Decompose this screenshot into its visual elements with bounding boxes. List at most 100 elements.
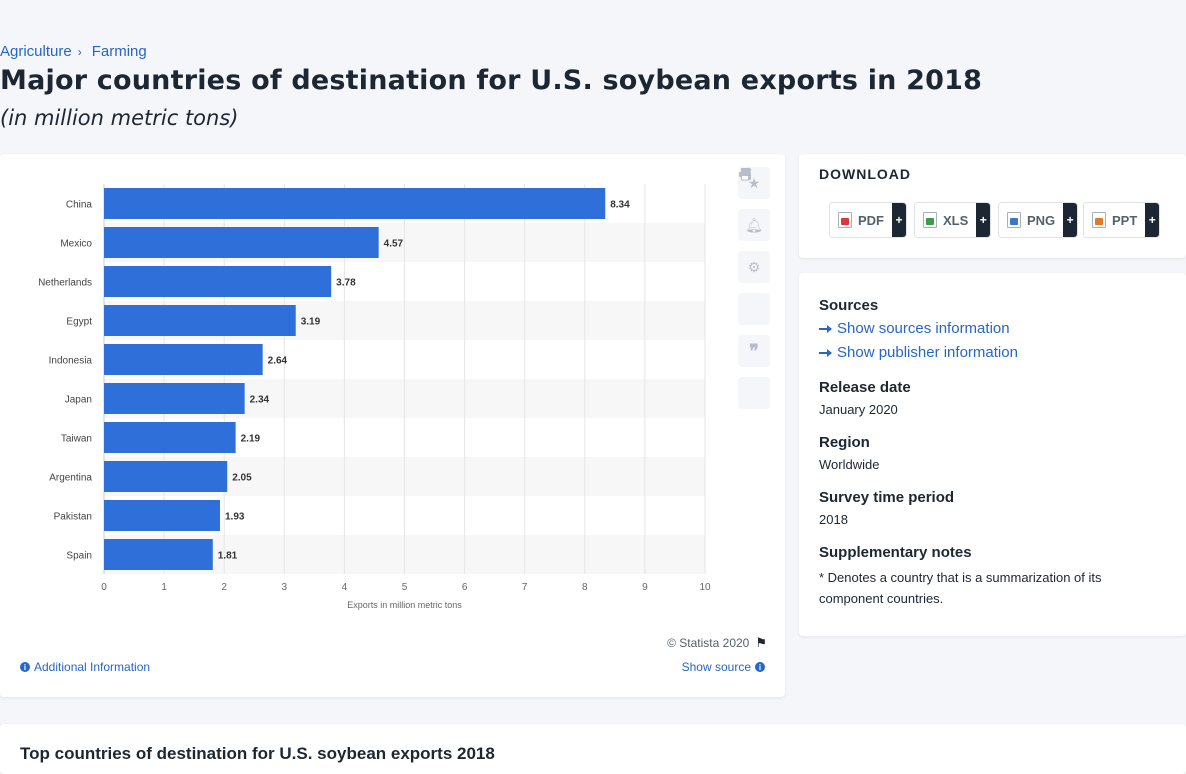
data-label: 1.93 [225,512,245,523]
info-icon: i [20,662,30,672]
region-value: Worldwide [819,457,880,472]
bar [104,344,263,375]
additional-information-label: Additional Information [34,660,151,674]
quote-icon: ❞ [749,340,759,361]
bar [104,500,220,531]
data-label: 2.64 [268,356,288,367]
x-tick-label: 8 [582,582,588,593]
page-subtitle: (in million metric tons) [0,106,239,130]
show-publisher-label: Show publisher information [837,344,1018,361]
download-png-button[interactable]: PNG + [998,202,1079,238]
plus-icon: + [1063,203,1078,237]
x-tick-label: 10 [699,582,711,593]
x-tick-label: 9 [642,582,648,593]
supplementary-notes-value: * Denotes a country that is a summarizat… [819,570,1102,606]
y-tick-label: China [66,200,93,211]
flag-icon[interactable]: ⚑ [755,635,767,650]
y-tick-label: Mexico [60,239,92,250]
arrow-right-icon [819,324,832,333]
chart-card: 0 1 2 3 4 5 6 7 8 9 10 China 8.34 Mexico 4.57 Netherlan… [0,154,785,697]
y-tick-label: Spain [66,551,92,562]
release-date-title: Release date [819,379,911,396]
show-source-link[interactable]: Show source i [682,660,765,674]
show-sources-label: Show sources information [837,320,1010,337]
y-tick-label: Egypt [66,317,92,328]
related-statistic-title[interactable]: Top countries of destination for U.S. so… [20,744,495,763]
y-tick-label: Taiwan [61,434,92,445]
copyright: © Statista 2020 ⚑ [667,635,767,651]
region-title: Region [819,434,870,451]
download-pdf-label: PDF [858,212,884,228]
breadcrumb-farming[interactable]: Farming [91,43,147,60]
x-tick-label: 4 [342,582,348,593]
data-label: 2.19 [241,434,261,445]
notification-button[interactable]: 🔔︎ [738,209,770,241]
bar [104,266,332,297]
x-tick-label: 7 [522,582,528,593]
y-tick-label: Netherlands [38,278,92,289]
settings-button[interactable]: ⚙ [738,251,770,283]
page-title: Major countries of destination for U.S. … [0,65,983,96]
x-axis-label: Exports in million metric tons [347,600,462,610]
plus-icon: + [1145,203,1160,237]
print-button[interactable] [738,168,770,409]
bar [104,188,606,219]
bell-icon: 🔔︎ [745,216,763,233]
show-publisher-link[interactable]: Show publisher information [819,344,1018,361]
survey-period-value: 2018 [819,512,848,527]
x-tick-label: 3 [282,582,288,593]
download-pdf-button[interactable]: PDF + [829,202,907,238]
plus-icon: + [976,203,991,237]
download-xls-label: XLS [943,212,969,228]
bar [104,422,236,453]
bar [104,227,379,258]
data-label: 4.57 [384,239,404,250]
y-tick-label: Indonesia [49,356,93,367]
top-bar [0,0,1186,36]
data-label: 3.78 [336,278,356,289]
bar [104,305,296,336]
download-title: DOWNLOAD [819,166,911,182]
print-icon [739,168,751,181]
y-tick-label: Argentina [49,473,92,484]
data-label: 8.34 [610,200,630,211]
additional-information-link[interactable]: i Additional Information [20,660,150,674]
bar-chart: 0 1 2 3 4 5 6 7 8 9 10 China 8.34 Mexico 4.57 Netherlan… [38,184,711,610]
xls-file-icon [923,212,937,228]
data-label: 2.34 [250,395,270,406]
breadcrumb: Agriculture › Farming [0,43,147,60]
supplementary-notes-title: Supplementary notes [819,544,972,561]
gear-icon: ⚙ [747,258,761,275]
statistic-info-card: Sources Show sources information Show pu… [799,273,1186,636]
bar [104,539,213,570]
show-sources-link[interactable]: Show sources information [819,320,1010,337]
data-label: 3.19 [301,317,321,328]
bar [104,461,228,492]
chevron-right-icon: › [77,44,82,59]
show-source-label: Show source [681,660,751,674]
related-statistic-card: Top countries of destination for U.S. so… [0,724,1186,774]
chart-toolbar: ★ 🔔︎ ⚙ ❞ [738,167,770,409]
survey-period-title: Survey time period [819,489,955,506]
download-xls-button[interactable]: XLS + [914,202,992,238]
x-tick-label: 2 [221,582,227,593]
ppt-file-icon [1092,212,1106,228]
png-file-icon [1007,212,1021,228]
breadcrumb-agriculture[interactable]: Agriculture [0,43,72,60]
share-button[interactable] [738,167,770,325]
y-tick-label: Japan [65,395,92,406]
x-tick-label: 1 [161,582,167,593]
download-card: DOWNLOAD PDF + XLS + PNG + PPT + [799,154,1186,258]
arrow-right-icon [819,348,832,357]
copyright-text: © Statista 2020 [667,636,750,650]
sources-title: Sources [819,297,879,314]
bar [104,383,245,414]
x-tick-label: 0 [101,582,107,593]
plus-icon: + [892,203,906,237]
download-ppt-button[interactable]: PPT + [1083,202,1161,238]
pdf-file-icon [838,212,852,228]
data-label: 2.05 [232,473,252,484]
info-icon: i [755,662,765,672]
cite-button[interactable]: ❞ [738,335,770,367]
data-label: 1.81 [218,551,238,562]
